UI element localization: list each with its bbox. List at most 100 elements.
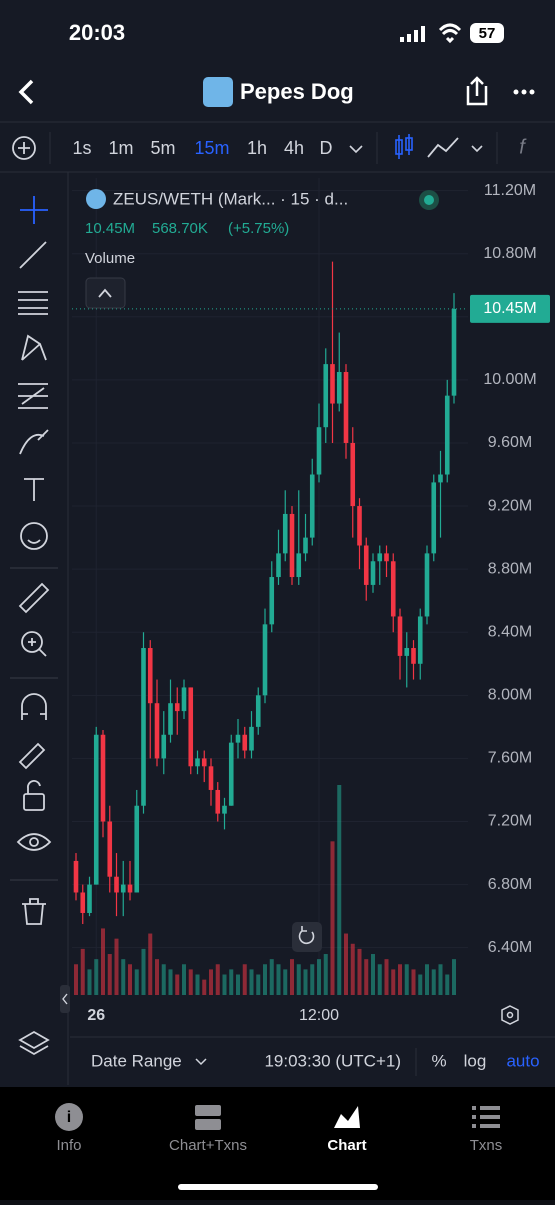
candle-body bbox=[316, 427, 322, 475]
volume-bar bbox=[107, 954, 112, 995]
collapse-legend[interactable] bbox=[85, 277, 126, 309]
candle-body bbox=[357, 506, 362, 546]
text-tool[interactable] bbox=[24, 478, 44, 501]
interval-option[interactable]: 1h bbox=[247, 138, 267, 158]
volume-bar bbox=[182, 964, 186, 995]
last-price-box bbox=[470, 294, 550, 323]
delete-tool[interactable] bbox=[22, 898, 46, 925]
interval-option[interactable]: 1s bbox=[72, 138, 91, 158]
brush-tool[interactable] bbox=[19, 429, 49, 455]
back-button[interactable] bbox=[18, 79, 34, 105]
percent-toggle[interactable]: % bbox=[431, 1051, 446, 1070]
interval-option[interactable]: 5m bbox=[150, 138, 175, 158]
tab-label[interactable]: Info bbox=[56, 1137, 81, 1154]
chart-type-dropdown[interactable] bbox=[471, 145, 483, 153]
emoji-tool[interactable] bbox=[20, 522, 48, 550]
volume-bar bbox=[310, 964, 315, 995]
y-tick-label: 8.40M bbox=[488, 623, 532, 640]
line-type-button[interactable] bbox=[427, 137, 459, 158]
candle-body bbox=[154, 703, 160, 759]
legend-title: ZEUS/WETH (Mark... · 15 · d... bbox=[113, 189, 348, 208]
lock-tool[interactable] bbox=[23, 793, 45, 811]
chart-txns-icon bbox=[195, 1105, 221, 1130]
volume-bar bbox=[80, 948, 85, 995]
y-tick-label: 9.60M bbox=[488, 434, 532, 451]
volume-bar bbox=[384, 959, 389, 995]
volume-bar bbox=[404, 964, 409, 995]
volume-bar bbox=[256, 974, 261, 995]
wifi-icon bbox=[438, 23, 462, 44]
candle-body bbox=[134, 805, 140, 893]
interval-option[interactable]: D bbox=[320, 138, 333, 158]
visibility-tool[interactable] bbox=[16, 833, 52, 851]
chart: 6.40M 6.80M 7.20M 7.60M 8.00M 8.40M 8.80M 9.20M… bbox=[72, 178, 550, 1024]
lock-draw-tool[interactable] bbox=[18, 742, 46, 770]
indicators-button[interactable]: f bbox=[519, 136, 527, 158]
interval-dropdown[interactable] bbox=[349, 145, 363, 154]
log-toggle[interactable]: log bbox=[464, 1051, 487, 1070]
share-button[interactable] bbox=[466, 76, 488, 106]
collapse-tab[interactable] bbox=[60, 985, 70, 1013]
volume-bar bbox=[215, 964, 220, 995]
tab-label[interactable]: Txns bbox=[470, 1137, 503, 1154]
add-indicator-plus bbox=[18, 142, 30, 154]
header-title: Pepes Dog bbox=[240, 79, 354, 104]
tab-label[interactable]: Chart+Txns bbox=[169, 1137, 247, 1154]
auto-toggle[interactable]: auto bbox=[506, 1051, 539, 1070]
interval-option[interactable]: 1m bbox=[108, 138, 133, 158]
volume-bar bbox=[128, 964, 132, 995]
volume-bar bbox=[222, 974, 227, 995]
trendline-tool[interactable] bbox=[19, 241, 47, 269]
ruler-tool[interactable] bbox=[18, 582, 50, 614]
fib-tool[interactable] bbox=[18, 291, 48, 315]
candle-body bbox=[417, 616, 423, 664]
pattern-tool[interactable] bbox=[21, 334, 47, 361]
candle-body bbox=[262, 624, 268, 696]
tabs: Info Chart+Txns Chart Txns bbox=[56, 1137, 502, 1154]
projection-tool[interactable] bbox=[18, 383, 48, 409]
candle-body bbox=[438, 474, 443, 483]
y-tick-label: 9.20M bbox=[488, 497, 532, 514]
candle-body bbox=[343, 371, 349, 443]
interval-option[interactable]: 4h bbox=[284, 138, 304, 158]
volume-bar bbox=[242, 964, 247, 995]
candle-body bbox=[336, 371, 342, 404]
volume-bar bbox=[269, 959, 274, 995]
candle-body bbox=[282, 513, 288, 554]
volume-bar bbox=[431, 969, 436, 995]
candle-body bbox=[330, 364, 335, 404]
volume-bar bbox=[188, 969, 193, 995]
crosshair-tool[interactable] bbox=[20, 196, 48, 224]
interval-option[interactable]: 15m bbox=[194, 138, 229, 158]
reset-button[interactable] bbox=[292, 922, 322, 952]
candle-body bbox=[168, 703, 173, 735]
candle-body bbox=[174, 703, 180, 712]
token-avatar bbox=[203, 77, 233, 107]
tab-label[interactable]: Chart bbox=[327, 1137, 366, 1154]
candle-body bbox=[93, 734, 99, 885]
candle-body bbox=[215, 789, 221, 814]
volume-bar bbox=[452, 959, 456, 995]
volume-bar bbox=[296, 964, 301, 995]
candle-body bbox=[222, 805, 227, 814]
candle-body bbox=[424, 553, 430, 617]
last-price-label: 10.45M bbox=[483, 300, 536, 317]
candle-body bbox=[411, 648, 416, 664]
magnet-tool[interactable] bbox=[21, 693, 47, 720]
candle-body bbox=[208, 766, 214, 790]
candle-body bbox=[309, 474, 315, 538]
y-tick-label: 7.60M bbox=[488, 750, 532, 767]
date-range-arrow bbox=[195, 1058, 207, 1066]
add-indicator[interactable] bbox=[12, 136, 36, 160]
y-tick-label: 11.20M bbox=[484, 182, 536, 199]
date-range-button[interactable]: Date Range bbox=[91, 1051, 182, 1070]
candle-body bbox=[87, 884, 92, 913]
layers-tool[interactable] bbox=[18, 1030, 50, 1056]
zoom-tool[interactable] bbox=[21, 631, 43, 653]
more-button[interactable] bbox=[513, 89, 535, 95]
candle-type-button[interactable] bbox=[395, 134, 413, 159]
info-icon bbox=[55, 1103, 83, 1131]
candle-body bbox=[201, 758, 207, 767]
candle-body bbox=[303, 537, 308, 554]
settings-button[interactable] bbox=[501, 1005, 519, 1025]
